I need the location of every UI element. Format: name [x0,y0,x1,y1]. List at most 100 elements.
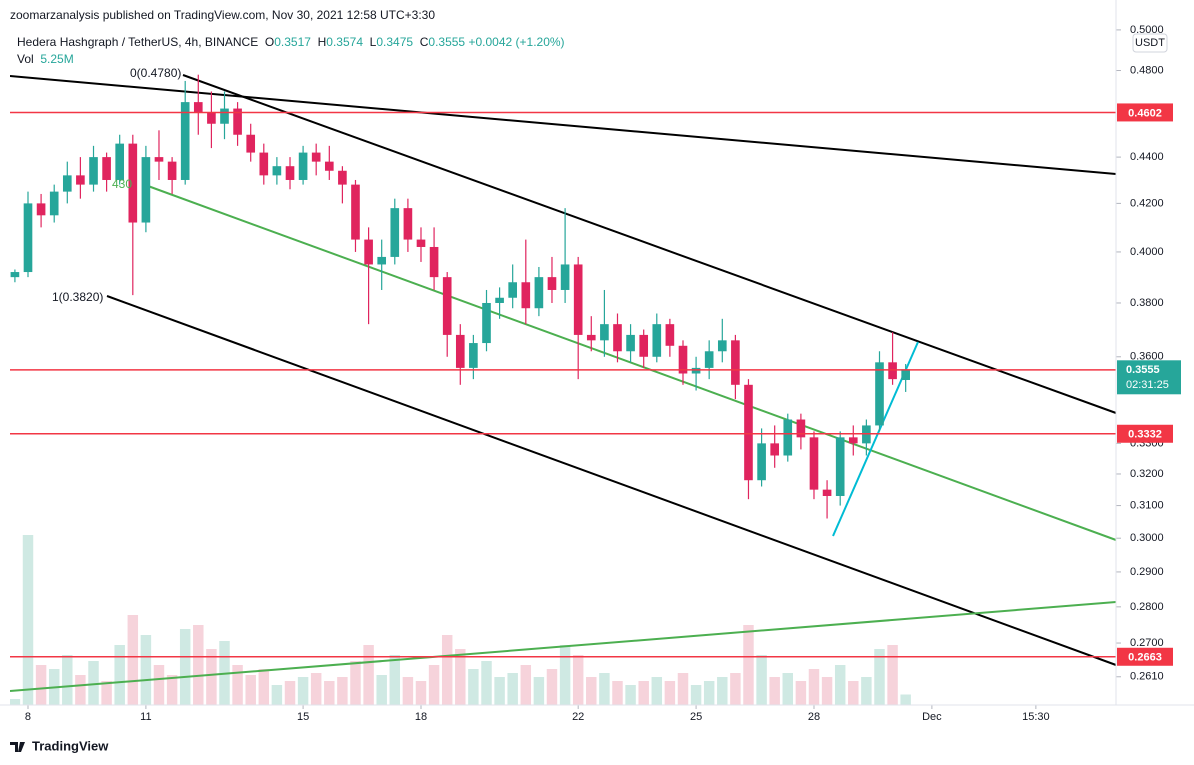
candle-body [704,351,714,368]
y-tick-label: 0.2900 [1130,566,1164,578]
volume-bar [481,661,492,705]
volume-bar [88,661,99,705]
volume-bar [310,673,322,705]
candle-body [678,345,688,374]
candle-body [338,170,347,185]
candle-body [89,157,98,185]
volume-bar [848,681,859,705]
volume-bar [795,681,807,705]
candle-body [665,324,675,346]
brand: TradingView [32,738,109,753]
volume-bar [494,677,505,705]
candle-body [901,369,910,380]
volume-bar [520,665,532,705]
volume-bar [546,669,558,705]
candle-body [62,175,72,192]
candle-body [547,277,557,290]
candle-body [455,334,465,368]
candle-body [573,264,583,335]
candle-body [272,166,282,176]
candle-body [220,108,229,124]
volume-bar [559,645,571,705]
candle-body [600,324,609,341]
volume-bar [677,673,689,705]
volume-bar [22,535,34,705]
volume-bar [297,677,309,705]
candle-body [469,343,478,368]
y-tick-label: 0.4400 [1130,151,1164,163]
y-tick-label: 0.4200 [1130,197,1164,209]
change-value: +0.0042 [468,35,513,49]
volume-bar [612,681,623,705]
last-price-box [1117,360,1181,395]
volume-bar [62,655,73,705]
candle-body [835,437,845,496]
channel-mid [147,185,1116,541]
volume-bar [507,673,518,705]
volume-bar [756,655,767,705]
volume-bar [743,625,754,705]
candle-body [390,208,400,257]
candle-body [875,362,884,426]
volume-bar [428,665,440,705]
volume-bar [730,673,741,705]
label-layer: 0.46020.35530.33320.26630.355502:31:250(… [52,66,1181,666]
axis-layer: 0.5000 0.4800 0.4400 0.4200 0.4000 0.3800 0.36… [25,24,1164,723]
candle-body [311,152,321,162]
candle-body [167,161,177,180]
support-line [10,601,1116,692]
price-box [1117,647,1173,666]
candle-body [154,157,164,162]
y-tick-label: 0.2700 [1130,637,1164,649]
y-tick-label: 0.5000 [1130,24,1164,36]
volume-bar [376,675,387,705]
volume-value: 5.25M [40,52,74,66]
volume-bar [651,677,663,705]
candle-body [193,102,203,113]
volume-bar [271,685,283,705]
drawings [10,74,1116,692]
currency-box [1132,33,1168,53]
y-tick-label: 0.3200 [1130,468,1164,480]
volume-bar [402,677,414,705]
candle-body [416,239,426,247]
candle-body [613,324,622,352]
currency: USDT [1135,37,1165,49]
candle-body [482,302,491,344]
open-value: 0.3517 [274,35,311,49]
candle-body [534,277,544,309]
candle-body [757,443,766,481]
candle-body [377,256,387,265]
x-tick-label: 8 [25,711,31,723]
volume-bar [140,635,152,705]
low-label: L [369,35,377,49]
candle-body [36,203,46,216]
candle-body [442,277,452,335]
volume-label: Vol [17,52,34,66]
candle-body [888,362,897,380]
y-tick-label: 0.2610 [1130,671,1164,683]
volume-bar [572,655,584,705]
volume-bar [10,699,21,705]
candle-body [102,157,111,180]
candle-body [744,384,753,481]
candle-body [49,191,59,216]
candle-body [770,443,780,456]
candle-body [141,157,151,223]
candle-body [76,175,85,185]
x-tick-label: 25 [690,711,702,723]
publisher-line: zoomarzanalysis published on TradingView… [10,8,436,22]
volume-bar [717,677,728,705]
volume-bar [114,645,125,705]
candle-body [495,297,504,303]
candle-body [364,239,373,265]
brand-logo [10,742,25,752]
volume-bar [664,681,676,705]
volume-bar [638,681,649,705]
volume-bar [769,677,780,705]
annotation: 430 [112,177,132,191]
volume-bar [874,649,885,705]
price-box-label: 0.3332 [1128,429,1162,441]
